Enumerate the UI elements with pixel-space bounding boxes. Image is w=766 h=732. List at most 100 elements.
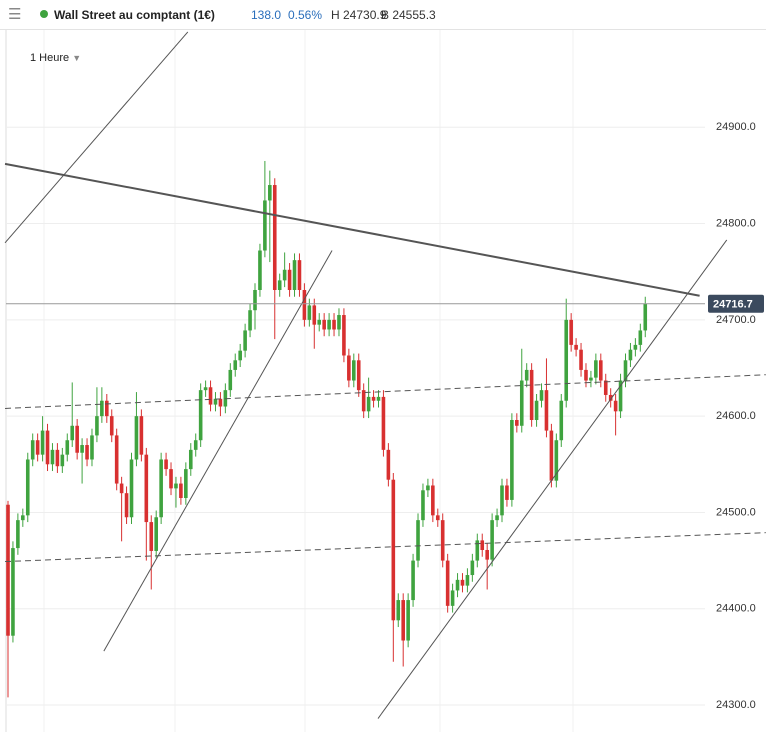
candle-body (569, 319, 573, 345)
candle-body (258, 250, 262, 290)
candle-body (159, 459, 163, 518)
candle-body (599, 360, 603, 381)
candle-body (243, 330, 247, 351)
v-grid (43, 30, 574, 732)
candle-body (510, 420, 514, 500)
candle-body (272, 185, 277, 290)
price-box (708, 294, 764, 313)
candle-body (184, 469, 188, 498)
candle-body (534, 400, 539, 420)
candle-body (376, 396, 381, 401)
candle-body (539, 390, 544, 401)
candle-body (495, 515, 499, 521)
candle-body (485, 550, 489, 560)
candle-body (396, 600, 401, 621)
candle-body (445, 560, 450, 606)
change: 138.0 (251, 8, 282, 22)
low: B 24555.3 (381, 8, 436, 22)
y-tick-label: 24800.0 (716, 217, 756, 229)
candle-body (638, 330, 643, 345)
candle-body (643, 303, 648, 331)
candle-body (426, 485, 430, 491)
candle-body (292, 260, 297, 290)
candle-body (179, 483, 183, 498)
candle-body (80, 445, 84, 453)
y-tick-label: 24700.0 (716, 314, 756, 326)
candle-body (287, 269, 292, 290)
candle-body (317, 319, 322, 325)
candle-body (109, 416, 114, 436)
status-dot (40, 10, 48, 18)
candle-body (361, 390, 366, 412)
candle-body (119, 483, 124, 494)
trend-line (5, 374, 766, 409)
candle-body (248, 310, 252, 331)
candle-body (529, 369, 534, 420)
timeframe: 1 Heure (30, 52, 70, 64)
candle-body (322, 319, 326, 330)
candle-body (470, 560, 475, 576)
menu-icon[interactable]: ☰ (8, 6, 22, 23)
candle-body (139, 416, 144, 455)
candle-body (386, 449, 391, 480)
candle-body (579, 349, 583, 370)
candle-body (70, 425, 75, 441)
candle-body (253, 290, 257, 311)
candle-body (559, 400, 564, 441)
candle-body (411, 560, 415, 601)
candle-body (307, 305, 312, 320)
candle-body (435, 515, 440, 521)
candle-body (65, 440, 70, 455)
candle-body (465, 575, 470, 586)
candle-body (174, 483, 178, 489)
timeframe-select[interactable]: 1 Heure ▼ (30, 52, 82, 64)
candle-body (544, 390, 549, 431)
y-tick-label: 24400.0 (716, 603, 756, 615)
y-tick-label: 24900.0 (716, 121, 756, 133)
candle-body (515, 420, 519, 426)
candle-body (455, 579, 460, 591)
candle-body (144, 454, 149, 523)
candle-body (302, 290, 307, 320)
candle-body (193, 440, 198, 450)
candle-body (124, 493, 129, 518)
candle-body (198, 390, 203, 441)
candle-body (282, 269, 287, 281)
candle-body (564, 319, 569, 401)
candle-body (391, 479, 396, 621)
change-percent: 0.56% (288, 8, 323, 22)
header: ☰ Wall Street au comptant (1€) 138.0 0.5… (0, 0, 766, 30)
candle-body (554, 440, 559, 481)
candle-body (40, 430, 45, 455)
candle-body (337, 315, 341, 330)
candle-body (460, 579, 465, 586)
price-label: 24716.7 (713, 299, 753, 311)
candle-body (480, 540, 485, 550)
candle-body (25, 459, 30, 516)
candle-body (406, 600, 410, 641)
candle-body (381, 396, 386, 450)
candle-body (342, 315, 346, 356)
candle-body (347, 355, 351, 381)
candle-body (268, 185, 272, 201)
instrument-title: Wall Street au comptant (1€) (54, 8, 215, 22)
candle-body (95, 416, 99, 436)
candle-body (416, 520, 420, 561)
candle-body (401, 600, 405, 641)
candle-body (188, 449, 193, 470)
candle-body (11, 548, 15, 636)
candle-body (524, 369, 529, 381)
candle-body (519, 380, 524, 426)
candle-body (440, 520, 445, 561)
trend-line (5, 532, 766, 563)
candle-body (297, 260, 302, 290)
candle-body (6, 504, 10, 636)
candle-body (490, 520, 494, 560)
candle-body (618, 380, 623, 412)
candle-body (21, 515, 25, 521)
candle-body (238, 350, 242, 361)
candle-body (633, 344, 638, 350)
candle-body (356, 360, 361, 391)
candle-body (16, 520, 20, 549)
